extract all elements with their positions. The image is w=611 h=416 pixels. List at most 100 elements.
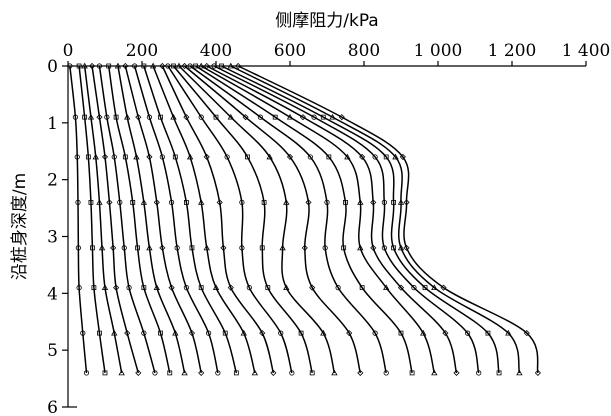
data-point (102, 370, 108, 376)
data-point (251, 369, 259, 376)
data-point (146, 244, 153, 251)
data-point (133, 153, 140, 160)
data-point (122, 62, 129, 70)
series-17 (187, 63, 389, 376)
series-16 (181, 62, 364, 376)
data-point (283, 284, 290, 291)
data-point (322, 245, 328, 251)
data-point (87, 113, 95, 120)
data-point (183, 285, 189, 291)
data-point (117, 199, 123, 205)
data-point (370, 199, 377, 206)
data-point (141, 285, 147, 291)
data-point (135, 245, 140, 251)
data-point (372, 330, 378, 336)
data-point (159, 62, 166, 70)
series-13 (165, 63, 295, 376)
data-point (203, 244, 210, 251)
data-point (67, 63, 73, 69)
data-point (301, 244, 308, 251)
data-point (122, 154, 128, 160)
data-point (206, 330, 212, 336)
series-2 (76, 63, 108, 376)
data-point (175, 62, 183, 69)
data-point (335, 285, 341, 291)
series-5 (96, 63, 158, 376)
data-point (146, 153, 153, 160)
data-point (82, 114, 88, 120)
x-tick-label: 1 400 (562, 41, 611, 61)
data-point (198, 285, 204, 291)
data-point (320, 329, 327, 336)
y-axis-title: 沿桩身深度/m (10, 173, 30, 280)
data-point (198, 114, 204, 120)
data-point (198, 62, 205, 69)
series-line (69, 65, 88, 373)
y-ticks: 0 1 2 3 4 5 6 (47, 57, 68, 416)
data-point (74, 154, 80, 160)
data-point (187, 63, 193, 69)
data-point (219, 63, 224, 69)
data-point (344, 153, 351, 160)
data-point (343, 199, 348, 205)
series-22 (219, 63, 502, 376)
data-point (505, 329, 512, 336)
data-point (169, 199, 175, 205)
data-point (311, 114, 317, 120)
data-point (239, 199, 245, 205)
data-point (341, 245, 347, 251)
data-point (181, 369, 188, 376)
data-point (227, 284, 234, 291)
data-point (72, 114, 79, 120)
series-11 (149, 62, 259, 376)
data-point (159, 244, 166, 251)
data-point (174, 245, 180, 251)
data-point (409, 370, 415, 376)
series-line (195, 65, 413, 374)
data-point (534, 369, 541, 376)
data-point (110, 244, 117, 251)
data-point (171, 63, 176, 69)
series-line (107, 65, 171, 374)
series-group (67, 62, 541, 376)
data-point (357, 199, 364, 205)
y-tick-label: 3 (47, 228, 58, 248)
data-point (476, 370, 482, 376)
data-point (158, 114, 163, 120)
data-point (266, 153, 273, 160)
data-point (516, 369, 523, 376)
x-tick-label: 1 200 (488, 41, 537, 61)
data-point (135, 114, 142, 121)
data-point (113, 114, 119, 120)
x-axis-title: 侧摩阻力/kPa (275, 11, 378, 31)
data-point (233, 370, 239, 376)
series-15 (175, 62, 338, 376)
data-point (111, 154, 117, 160)
series-8 (122, 62, 205, 376)
data-point (227, 62, 234, 69)
data-point (88, 62, 96, 70)
y-tick-label: 2 (47, 171, 58, 191)
data-point (215, 370, 221, 376)
y-tick-label: 1 (47, 114, 58, 134)
data-point (149, 62, 157, 69)
data-point (124, 113, 131, 120)
data-point (113, 284, 120, 291)
data-point (440, 284, 447, 291)
data-point (496, 370, 502, 376)
data-point (286, 113, 294, 120)
series-3 (81, 62, 125, 376)
data-point (220, 244, 227, 251)
series-line (133, 65, 219, 374)
series-line (98, 65, 156, 374)
data-point (246, 285, 252, 291)
y-tick-label: 6 (47, 398, 58, 416)
data-point (106, 63, 112, 69)
series-14 (171, 63, 315, 376)
data-point (88, 199, 94, 205)
data-point (146, 114, 152, 120)
series-1 (67, 63, 90, 376)
data-point (464, 330, 471, 336)
data-point (240, 329, 247, 336)
series-line (124, 65, 202, 374)
